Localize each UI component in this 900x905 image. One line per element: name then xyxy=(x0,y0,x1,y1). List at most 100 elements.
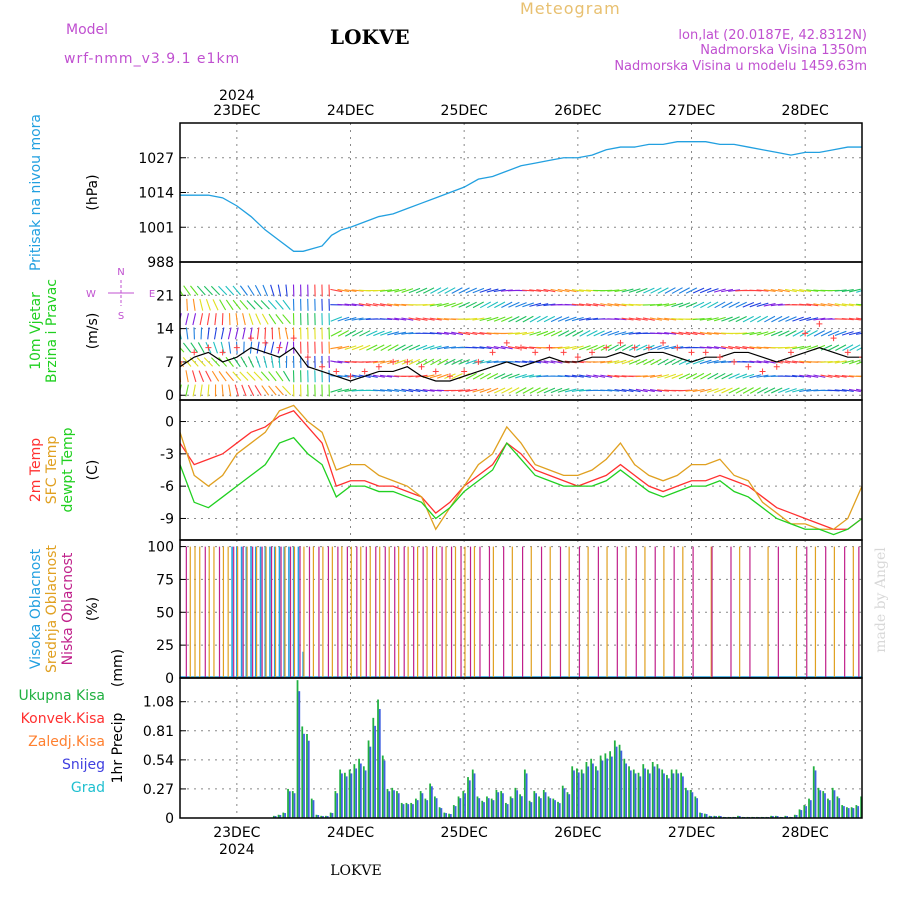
panel-plot xyxy=(176,285,868,397)
wind-arrow xyxy=(204,358,212,367)
precip-snow-bar xyxy=(635,773,637,818)
precip-bar xyxy=(339,770,341,818)
precip-bar xyxy=(657,764,659,818)
precip-bar xyxy=(538,796,540,818)
precip-bar xyxy=(604,753,606,818)
wind-arrow xyxy=(206,371,211,382)
panel-frame xyxy=(180,123,862,262)
precip-snow-bar xyxy=(654,766,656,818)
wind-arrow xyxy=(240,286,247,296)
wind-arrow xyxy=(200,385,202,397)
precip-bar xyxy=(557,802,559,818)
model-label: Model xyxy=(66,22,108,38)
precip-snow-bar xyxy=(426,800,428,818)
precip-bar xyxy=(353,764,355,818)
wind-gust-mark xyxy=(319,364,325,370)
wind-arrow xyxy=(276,300,284,309)
wind-arrow xyxy=(269,372,277,381)
precip-snow-bar xyxy=(403,804,405,818)
wind-arrow xyxy=(197,358,205,367)
panel-frame xyxy=(180,540,862,678)
wind-gust-mark xyxy=(532,349,538,355)
charts: 202423DEC23DEC24DEC24DEC25DEC25DEC26DEC2… xyxy=(18,88,868,858)
wind-arrow xyxy=(228,328,231,340)
panel-ylabel: Niska Oblacnost xyxy=(60,552,76,665)
precip-snow-bar xyxy=(535,793,537,818)
precip-bar xyxy=(533,791,535,818)
wind-arrow xyxy=(190,286,198,295)
temp-line-2 xyxy=(180,438,862,535)
wind-gust-mark xyxy=(362,368,368,374)
precip-snow-bar xyxy=(805,806,807,818)
precip-bar xyxy=(548,796,550,818)
wind-arrow xyxy=(275,386,283,395)
wind-arrow xyxy=(211,286,219,295)
wind-arrow xyxy=(255,285,261,296)
precip-snow-bar xyxy=(308,741,310,818)
wind-arrow xyxy=(207,313,209,325)
compass-s: S xyxy=(118,311,124,322)
wind-arrow xyxy=(261,301,269,310)
wind-arrow xyxy=(218,286,226,295)
precip-bar xyxy=(467,777,469,818)
wind-gust-mark xyxy=(490,349,496,355)
precip-snow-bar xyxy=(663,773,665,818)
wind-arrow xyxy=(240,300,248,309)
panel-ylabel: Visoka Oblacnost xyxy=(28,548,44,669)
panel-plot xyxy=(180,547,863,678)
y-tick-label: 100 xyxy=(147,540,174,556)
precip-bar xyxy=(614,740,616,818)
precip-snow-bar xyxy=(398,793,400,818)
day-label-top: 25DEC xyxy=(441,103,488,119)
precip-snow-bar xyxy=(507,804,509,818)
precip-bar xyxy=(401,803,403,818)
day-label-top: 26DEC xyxy=(554,103,601,119)
wind-arrow xyxy=(269,386,277,395)
precip-snow-bar xyxy=(834,790,836,818)
precip-snow-bar xyxy=(838,798,840,818)
wind-gust-mark xyxy=(348,373,354,379)
precip-bar xyxy=(287,789,289,818)
precip-legend-item: Snijeg xyxy=(62,757,105,773)
y-tick-label: 7 xyxy=(165,355,174,371)
y-tick-label: 25 xyxy=(156,638,174,654)
wind-arrow xyxy=(226,286,234,295)
precip-snow-bar xyxy=(351,773,353,818)
precip-snow-bar xyxy=(853,808,855,818)
wind-arrow xyxy=(200,313,202,325)
wind-arrow xyxy=(219,371,226,381)
wind-arrow xyxy=(193,370,196,382)
wind-arrow xyxy=(269,314,276,324)
panel-unit: (C) xyxy=(85,460,101,481)
wind-gust-mark xyxy=(504,340,510,346)
wind-arrow xyxy=(265,327,266,339)
wind-arrow xyxy=(256,356,260,367)
precip-bar xyxy=(344,773,346,818)
precip-bar xyxy=(562,786,564,818)
precip-snow-bar xyxy=(810,800,812,818)
wind-arrow xyxy=(261,372,269,381)
temp-line-0 xyxy=(180,411,862,529)
precip-bar xyxy=(519,794,521,818)
y-tick-label: 21 xyxy=(156,288,174,304)
precip-legend-item: Grad xyxy=(71,780,105,796)
panel-unit: (%) xyxy=(85,597,101,621)
y-tick-label: -9 xyxy=(160,511,174,527)
wind-arrow xyxy=(247,300,255,309)
y-tick-label: 0 xyxy=(165,671,174,687)
wind-arrow xyxy=(233,300,240,309)
wind-arrow xyxy=(257,327,258,339)
precip-bar xyxy=(505,803,507,818)
precip-bar xyxy=(799,809,801,818)
precip-snow-bar xyxy=(346,776,348,818)
precip-snow-bar xyxy=(682,776,684,818)
wind-arrow xyxy=(222,385,223,397)
y-tick-label: 1027 xyxy=(138,151,174,167)
precip-snow-bar xyxy=(294,793,296,818)
precip-snow-bar xyxy=(677,773,679,818)
precip-bar xyxy=(372,718,374,818)
precip-bar xyxy=(382,756,384,818)
wind-arrow xyxy=(263,285,268,296)
